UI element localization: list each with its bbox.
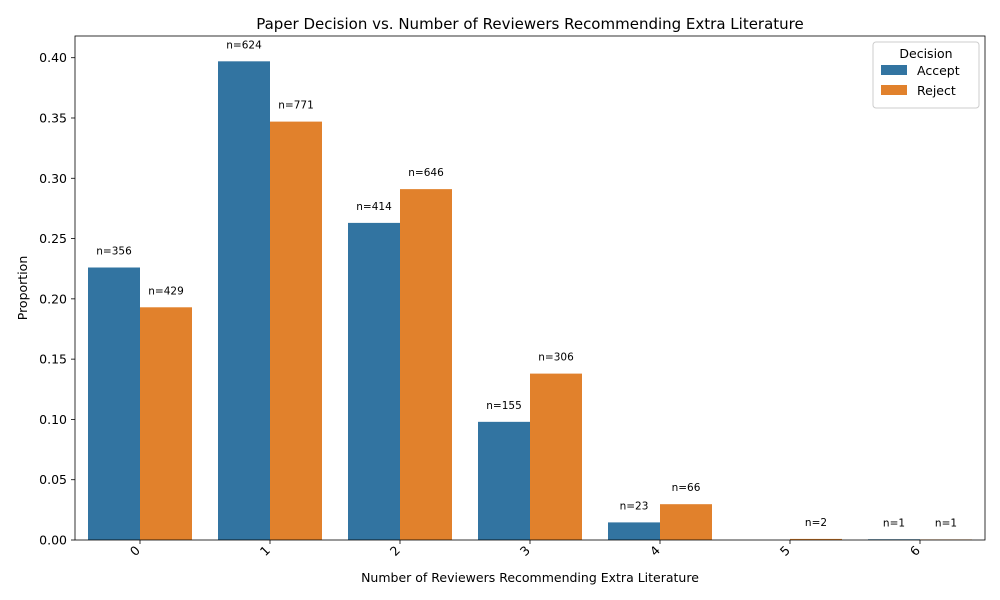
x-axis: 0 1 2 3 4 5 6 [127,540,923,559]
y-tick-label: 0.30 [39,171,67,186]
legend-swatch-accept [881,65,907,75]
bar-accept-4 [608,522,660,540]
y-axis-label: Proportion [15,256,30,321]
bar-reject-0 [140,307,192,540]
y-tick-label: 0.10 [39,412,67,427]
x-tick-label: 6 [907,543,923,559]
count-label-accept-4: n=23 [620,500,649,512]
y-tick-label: 0.00 [39,533,67,548]
x-axis-label: Number of Reviewers Recommending Extra L… [361,570,699,585]
count-label-accept-2: n=414 [356,201,392,213]
count-label-reject-4: n=66 [672,482,701,494]
x-tick-label: 0 [127,543,143,559]
bar-reject-3 [530,373,582,540]
y-tick-label: 0.05 [39,472,67,487]
x-tick-label: 4 [647,543,663,559]
count-labels-layer: n=356 n=624 n=414 n=155 n=23 n=1 n=429 n=771 n=6… [96,39,957,529]
bar-accept-2 [348,222,400,540]
legend-swatch-reject [881,85,907,95]
x-tick-label: 1 [257,543,273,559]
count-label-accept-3: n=155 [486,400,522,412]
bar-reject-2 [400,189,452,540]
legend-title: Decision [899,46,952,61]
bar-reject-5 [790,538,842,540]
count-label-reject-0: n=429 [148,285,184,297]
bar-accept-0 [88,267,140,540]
bar-accept-3 [478,421,530,540]
x-tick-label: 3 [517,543,533,559]
chart-title: Paper Decision vs. Number of Reviewers R… [256,15,804,33]
count-label-reject-1: n=771 [278,100,314,112]
y-tick-label: 0.40 [39,50,67,65]
y-tick-label: 0.25 [39,231,67,246]
legend-label-accept: Accept [917,63,960,78]
legend: Decision Accept Reject [872,41,980,109]
x-tick-label: 2 [387,543,403,559]
y-axis: 0.00 0.05 0.10 0.15 0.20 0.25 0.30 0.35 0.40 [39,50,75,548]
y-tick-label: 0.20 [39,291,67,306]
legend-label-reject: Reject [917,83,956,98]
count-label-reject-3: n=306 [538,352,574,364]
count-label-accept-0: n=356 [96,246,132,258]
count-label-accept-6: n=1 [883,517,905,529]
count-label-reject-2: n=646 [408,167,444,179]
bar-reject-1 [270,121,322,540]
count-label-reject-6: n=1 [935,517,957,529]
bars-layer [88,61,972,540]
count-label-accept-1: n=624 [226,39,262,51]
y-tick-label: 0.15 [39,352,67,367]
bar-reject-4 [660,504,712,540]
y-tick-label: 0.35 [39,110,67,125]
x-tick-label: 5 [777,543,793,559]
count-label-reject-5: n=2 [805,517,827,529]
bar-accept-1 [218,61,270,540]
